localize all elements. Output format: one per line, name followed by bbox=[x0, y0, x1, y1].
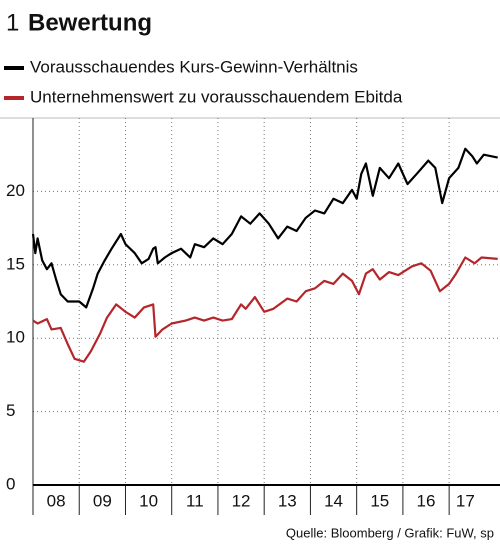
x-tick-label: 15 bbox=[370, 491, 389, 510]
x-tick-label: 12 bbox=[232, 491, 251, 510]
y-tick-label: 10 bbox=[6, 328, 25, 347]
legend-label: Unternehmenswert zu vorausschauendem Ebi… bbox=[30, 87, 403, 106]
x-tick-label: 09 bbox=[93, 491, 112, 510]
chart-number: 1 bbox=[6, 9, 19, 36]
y-tick-label: 5 bbox=[6, 401, 15, 420]
series-line bbox=[32, 256, 498, 363]
x-tick-label: 08 bbox=[47, 491, 66, 510]
source: Quelle: Bloomberg / Grafik: FuW, sp bbox=[286, 525, 494, 540]
x-tick-label: 11 bbox=[186, 491, 204, 510]
series-line bbox=[31, 147, 498, 309]
x-tick-label: 13 bbox=[278, 491, 297, 510]
legend-label: Vorausschauendes Kurs-Gewinn-Verhältnis bbox=[30, 57, 358, 76]
y-tick-label: 0 bbox=[6, 474, 15, 493]
y-tick-label: 15 bbox=[6, 254, 25, 273]
y-tick-label: 20 bbox=[6, 181, 25, 200]
x-tick-label: 17 bbox=[456, 491, 475, 510]
chart-title: Bewertung bbox=[28, 9, 152, 36]
x-tick-label: 16 bbox=[417, 491, 436, 510]
x-tick-label: 10 bbox=[139, 491, 158, 510]
x-tick-label: 14 bbox=[324, 491, 343, 510]
